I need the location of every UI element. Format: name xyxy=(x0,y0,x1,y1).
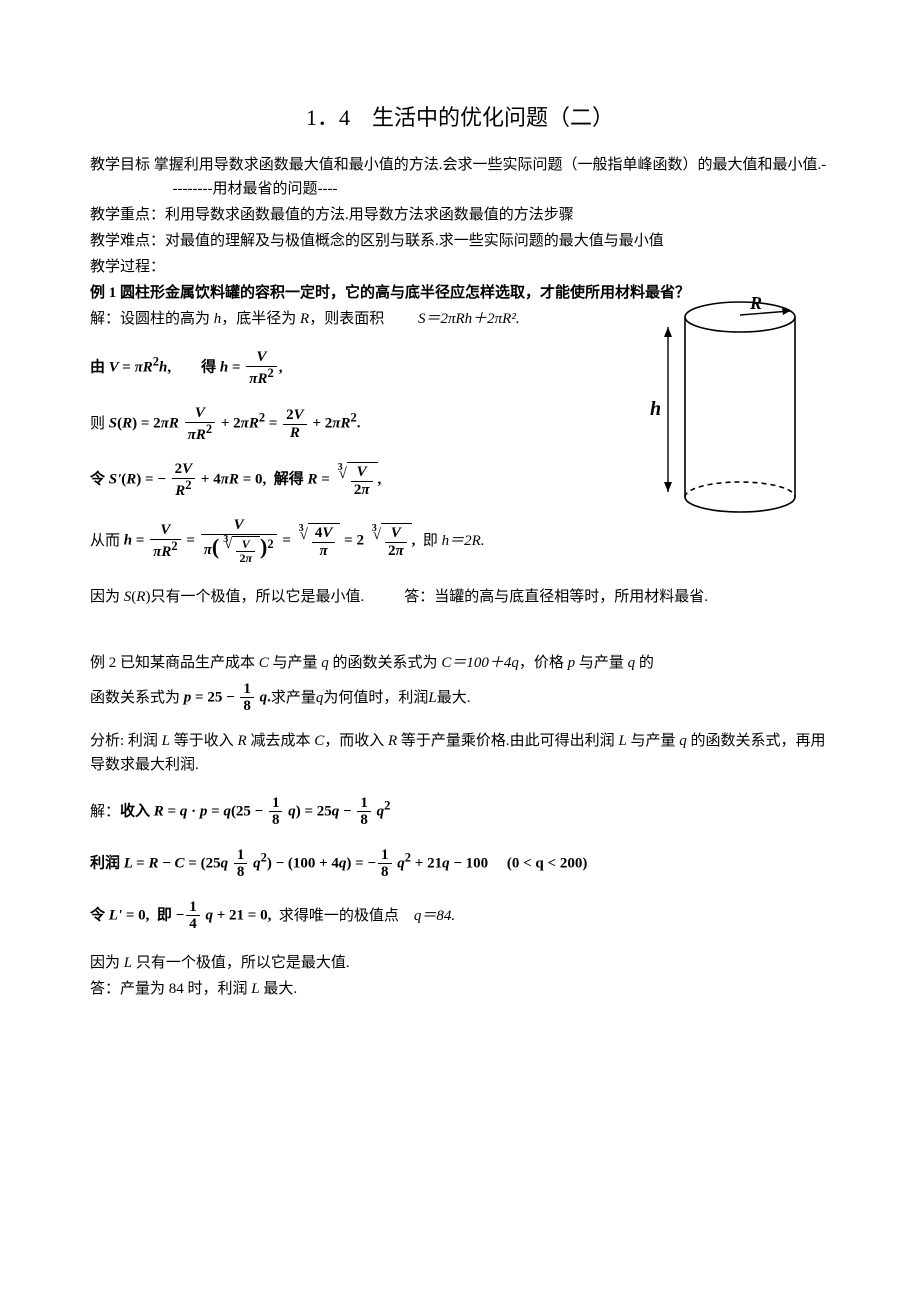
teaching-focus: 教学重点：利用导数求函数最值的方法.用导数方法求函数最值的方法步骤 xyxy=(90,203,830,227)
eq-profit: 利润 L = R − C = (25q 18 q2) − (100 + 4q) … xyxy=(90,847,830,881)
example-1-conclusion: 因为 S(R)只有一个极值，所以它是最小值. 答：当罐的高与底直径相等时，所用材… xyxy=(90,583,830,611)
example-2-conclusion-1: 因为 L 只有一个极值，所以它是最大值. xyxy=(90,951,830,975)
svg-text:h: h xyxy=(650,398,661,420)
teaching-difficulty: 教学难点：对最值的理解及与极值概念的区别与联系.求一些实际问题的最大值与最小值 xyxy=(90,229,830,253)
example-2-price-fn: 函数关系式为 p = 25 − 18 q. 求产量 q 为何值时，利润 L 最大… xyxy=(90,681,830,715)
teaching-process: 教学过程： xyxy=(90,255,830,279)
example-2-analysis: 分析: 利润 L 等于收入 R 减去成本 C，而收入 R 等于产量乘价格.由此可… xyxy=(90,729,830,777)
eq-revenue: 解： 收入 R = q · p = q(25 − 18 q) = 25q − 1… xyxy=(90,795,830,829)
example-2-title: 例 2 已知某商品生产成本 C 与产量 q 的函数关系式为 C＝100＋4q，价… xyxy=(90,651,830,675)
teaching-goal: 教学目标 掌握利用导数求函数最大值和最小值的方法.会求一些实际问题（一般指单峰函… xyxy=(90,153,830,201)
eq-profit-derivative: 令 L' = 0, 即 −14 q + 21 = 0, 求得唯一的极值点 q＝8… xyxy=(90,899,830,933)
page-title: 1．4 生活中的优化问题（二） xyxy=(90,100,830,135)
example-2-conclusion-2: 答：产量为 84 时，利润 L 最大. xyxy=(90,977,830,1001)
cylinder-diagram: R h xyxy=(650,297,800,527)
svg-text:R: R xyxy=(749,297,762,313)
